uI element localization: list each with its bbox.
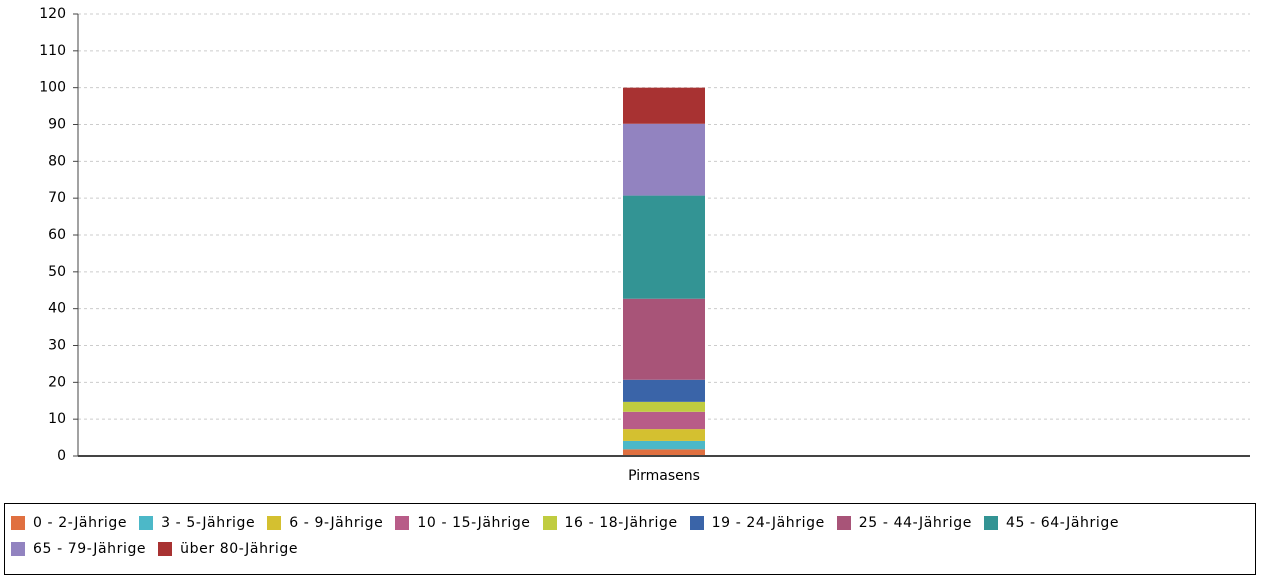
bar-segment — [623, 123, 705, 196]
legend-label: 65 - 79-Jährige — [33, 541, 147, 557]
legend-swatch — [11, 516, 25, 530]
legend-swatch — [836, 516, 851, 530]
y-tick-label: 30 — [48, 338, 66, 354]
legend-swatch — [139, 516, 154, 530]
legend-swatch — [158, 542, 173, 556]
legend-item: über 80-Jährige — [158, 536, 298, 562]
legend-label: 45 - 64-Jährige — [1005, 515, 1120, 531]
legend-swatch — [267, 516, 282, 530]
legend-item: 3 - 5-Jährige — [139, 510, 255, 536]
legend-item: 6 - 9-Jährige — [267, 510, 383, 536]
bar-segment — [623, 401, 705, 412]
y-tick-label: 120 — [39, 6, 66, 22]
legend-swatch — [542, 516, 557, 530]
legend-swatch — [395, 516, 410, 530]
bar-segment — [623, 449, 705, 456]
bar-segment — [623, 195, 705, 299]
legend-swatch — [689, 516, 704, 530]
bar-segment — [623, 87, 705, 124]
legend-item: 0 - 2-Jährige — [11, 510, 127, 536]
legend: 0 - 2-Jährige 3 - 5-Jährige 6 - 9-Jährige 1… — [4, 503, 1256, 575]
y-tick-label: 20 — [48, 374, 66, 390]
bar-segment — [623, 411, 705, 430]
legend-label: 6 - 9-Jährige — [289, 515, 384, 531]
y-tick-label: 40 — [48, 301, 66, 317]
y-tick-label: 90 — [48, 117, 66, 133]
legend-label: 3 - 5-Jährige — [161, 515, 256, 531]
legend-label: 19 - 24-Jährige — [711, 515, 825, 531]
y-tick-label: 50 — [48, 264, 66, 280]
chart: 0 10 20 30 40 50 60 70 80 90 100 110 120 Pirmasens — [39, 6, 1250, 484]
y-tick-label: 70 — [48, 190, 66, 206]
legend-label: 10 - 15-Jährige — [417, 515, 531, 531]
legend-swatch — [983, 516, 998, 530]
y-tick-label: 80 — [48, 153, 66, 169]
y-tick-label: 0 — [57, 448, 66, 464]
legend-swatch — [11, 542, 25, 556]
legend-item: 25 - 44-Jährige — [836, 510, 972, 536]
legend-label: über 80-Jährige — [180, 541, 299, 557]
legend-label: 25 - 44-Jährige — [858, 515, 972, 531]
x-tick-label: Pirmasens — [628, 468, 700, 484]
legend-item: 65 - 79-Jährige — [11, 536, 146, 562]
legend-item: 10 - 15-Jährige — [395, 510, 530, 536]
legend-label: 0 - 2-Jährige — [33, 515, 128, 531]
legend-label: 16 - 18-Jährige — [564, 515, 678, 531]
bar-segment — [623, 298, 705, 380]
y-tick-label: 10 — [48, 411, 66, 427]
legend-item: 45 - 64-Jährige — [983, 510, 1120, 536]
legend-item: 19 - 24-Jährige — [689, 510, 825, 536]
bar-segment — [623, 429, 705, 441]
bar-segment — [623, 379, 705, 402]
y-tick-label: 60 — [48, 227, 66, 243]
y-tick-label: 110 — [39, 43, 66, 59]
y-tick-label: 100 — [39, 80, 66, 96]
bar-segment — [623, 440, 705, 450]
legend-item: 16 - 18-Jährige — [542, 510, 678, 536]
